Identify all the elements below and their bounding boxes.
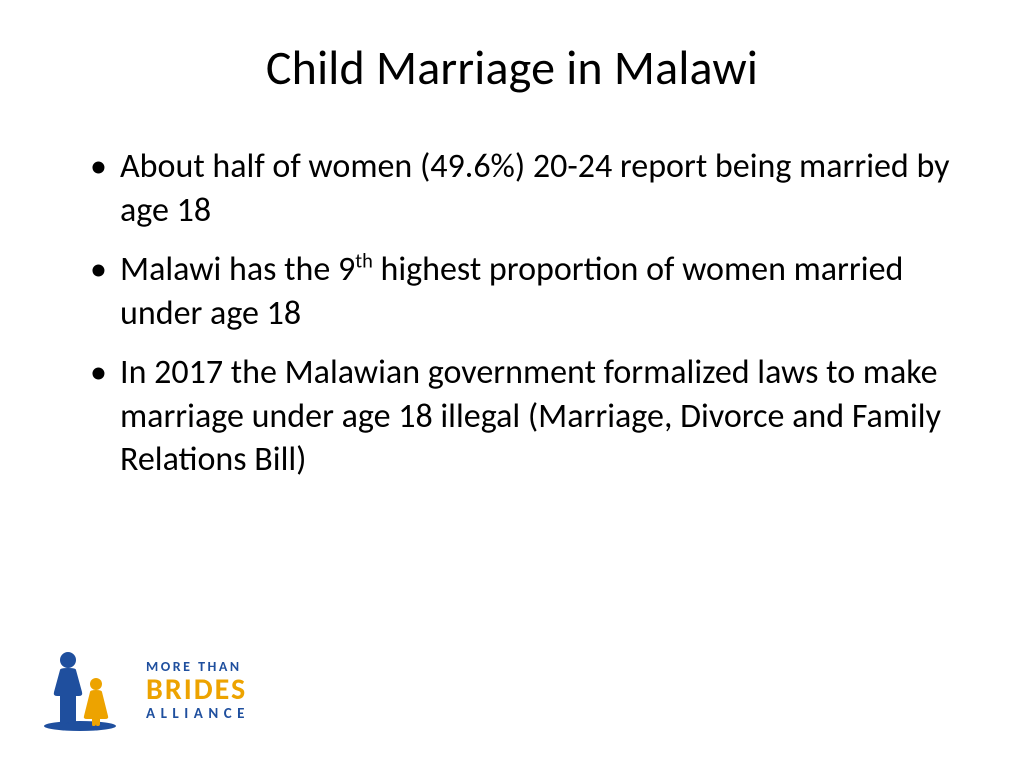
bullet-text-pre: In 2017 the Malawian government formaliz…: [120, 352, 941, 480]
slide-title: Child Marriage in Malawi: [70, 38, 954, 97]
bullet-sup: th: [355, 250, 373, 274]
logo-line-3: ALLIANCE: [146, 707, 250, 722]
bullet-item: Malawi has the 9th highest proportion of…: [98, 248, 954, 335]
bullet-text-pre: Malawi has the 9: [120, 249, 355, 290]
logo: MORE THAN BRIDES ALLIANCE: [42, 650, 250, 732]
slide: Child Marriage in Malawi About half of w…: [0, 0, 1024, 768]
bullet-list: About half of women (49.6%) 20-24 report…: [70, 145, 954, 482]
logo-line-2: BRIDES: [146, 676, 250, 705]
logo-mark-icon: [42, 650, 134, 732]
bullet-item: About half of women (49.6%) 20-24 report…: [98, 145, 954, 232]
bullet-item: In 2017 the Malawian government formaliz…: [98, 351, 954, 482]
bullet-text-pre: About half of women (49.6%) 20-24 report…: [120, 146, 950, 231]
logo-text: MORE THAN BRIDES ALLIANCE: [146, 660, 250, 722]
